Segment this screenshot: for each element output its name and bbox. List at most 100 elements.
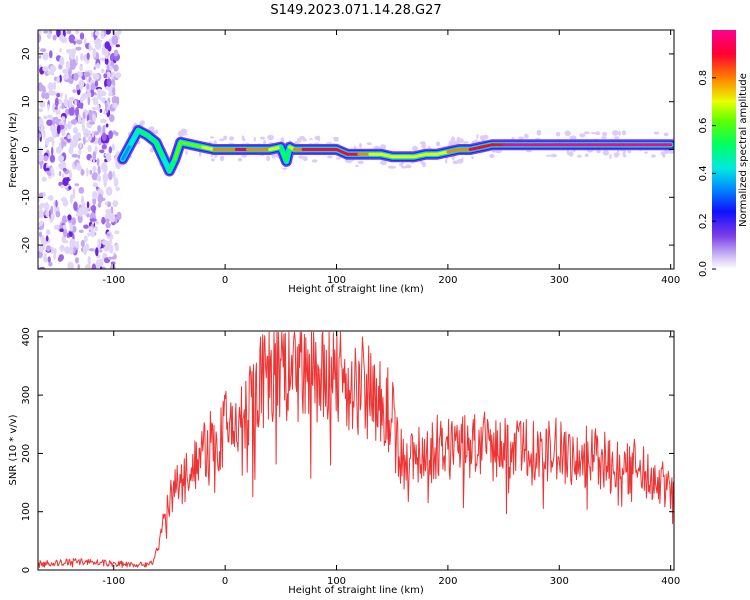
noise-speckle xyxy=(74,183,80,187)
noise-speckle xyxy=(93,66,96,70)
ridge-core xyxy=(179,140,194,147)
spectrogram-ylabel: Frequency (Hz) xyxy=(8,112,19,188)
noise-speckle xyxy=(43,30,49,34)
noise-speckle xyxy=(46,119,53,126)
noise-speckle xyxy=(114,72,122,79)
noise-speckle xyxy=(39,220,44,227)
noise-speckle xyxy=(78,229,84,233)
ridge-core xyxy=(167,157,177,173)
noise-speckle xyxy=(104,41,111,50)
noise-speckle xyxy=(41,176,47,182)
halo-speckle xyxy=(177,130,185,137)
noise-speckle xyxy=(53,224,60,230)
noise-speckle xyxy=(45,235,49,242)
noise-speckle xyxy=(88,248,96,252)
noise-speckle xyxy=(89,218,97,222)
noise-speckle xyxy=(61,173,65,178)
noise-speckle xyxy=(92,182,98,188)
noise-speckle xyxy=(67,120,72,130)
noise-speckle xyxy=(96,158,100,166)
halo-speckle xyxy=(570,135,577,141)
halo-speckle xyxy=(280,137,285,144)
noise-speckle xyxy=(74,257,80,264)
noise-speckle xyxy=(80,239,85,248)
noise-speckle xyxy=(100,30,105,40)
noise-speckle xyxy=(43,155,49,162)
noise-speckle xyxy=(59,258,63,262)
halo-speckle xyxy=(662,153,666,158)
noise-speckle xyxy=(91,130,95,138)
halo-speckle xyxy=(663,132,669,137)
halo-speckle xyxy=(545,154,551,157)
noise-speckle xyxy=(47,71,54,76)
halo-speckle xyxy=(311,159,318,163)
halo-speckle xyxy=(223,135,228,140)
halo-speckle xyxy=(609,153,612,159)
halo-speckle xyxy=(263,139,267,146)
noise-speckle xyxy=(68,230,73,238)
noise-speckle xyxy=(75,213,79,217)
ridge-core xyxy=(128,128,140,147)
noise-speckle xyxy=(92,97,98,102)
noise-speckle xyxy=(99,90,107,97)
noise-speckle xyxy=(95,221,99,225)
noise-speckle xyxy=(38,108,43,113)
halo-speckle xyxy=(266,155,271,162)
noise-speckle xyxy=(64,123,68,131)
halo-speckle xyxy=(302,156,308,162)
noise-speckle xyxy=(64,246,71,255)
halo-speckle xyxy=(241,154,247,158)
noise-speckle xyxy=(101,144,108,150)
halo-speckle xyxy=(453,140,461,145)
noise-speckle xyxy=(64,93,68,103)
noise-speckle xyxy=(93,92,97,96)
noise-speckle xyxy=(105,186,113,196)
noise-speckle xyxy=(84,37,87,46)
noise-speckle xyxy=(99,57,106,62)
noise-speckle xyxy=(38,33,42,43)
halo-speckle xyxy=(590,132,596,135)
ridge-core xyxy=(435,150,450,156)
snr-plot-area xyxy=(38,331,674,568)
noise-speckle xyxy=(52,34,57,41)
noise-speckle xyxy=(47,104,50,112)
noise-speckle xyxy=(61,138,64,149)
noise-speckle xyxy=(47,114,53,119)
noise-speckle xyxy=(81,122,85,132)
noise-speckle xyxy=(42,66,49,72)
halo-speckle xyxy=(219,155,225,162)
noise-speckle xyxy=(38,146,43,156)
colorbar-label: Normalized spectral amplitude xyxy=(738,73,749,227)
spectrogram-xtick-label: 400 xyxy=(661,275,680,286)
noise-speckle xyxy=(55,210,61,218)
noise-speckle xyxy=(92,190,98,200)
halo-speckle xyxy=(627,149,632,154)
halo-speckle xyxy=(600,136,607,140)
noise-speckle xyxy=(54,97,59,107)
noise-speckle xyxy=(108,244,114,254)
halo-speckle xyxy=(210,154,213,157)
noise-speckle xyxy=(94,80,99,87)
noise-speckle xyxy=(40,243,46,251)
noise-speckle xyxy=(46,229,51,235)
colorbar-tick-label: 0.2 xyxy=(698,213,709,229)
spectrogram-xtick-label: 200 xyxy=(438,275,457,286)
noise-speckle xyxy=(86,91,92,98)
noise-speckle xyxy=(49,50,53,59)
snr-xtick-label: -100 xyxy=(102,576,125,587)
snr-line xyxy=(38,331,674,568)
noise-speckle xyxy=(104,51,109,59)
noise-speckle xyxy=(76,39,83,45)
noise-speckle xyxy=(39,266,46,269)
noise-speckle xyxy=(79,32,85,40)
noise-speckle xyxy=(38,133,42,138)
halo-speckle xyxy=(219,138,225,142)
noise-speckle xyxy=(110,215,116,223)
ridge-core xyxy=(479,143,494,149)
noise-speckle xyxy=(99,108,103,113)
noise-speckle xyxy=(72,126,79,134)
halo-speckle xyxy=(650,154,656,158)
noise-speckle xyxy=(73,201,78,211)
noise-speckle xyxy=(43,130,46,140)
